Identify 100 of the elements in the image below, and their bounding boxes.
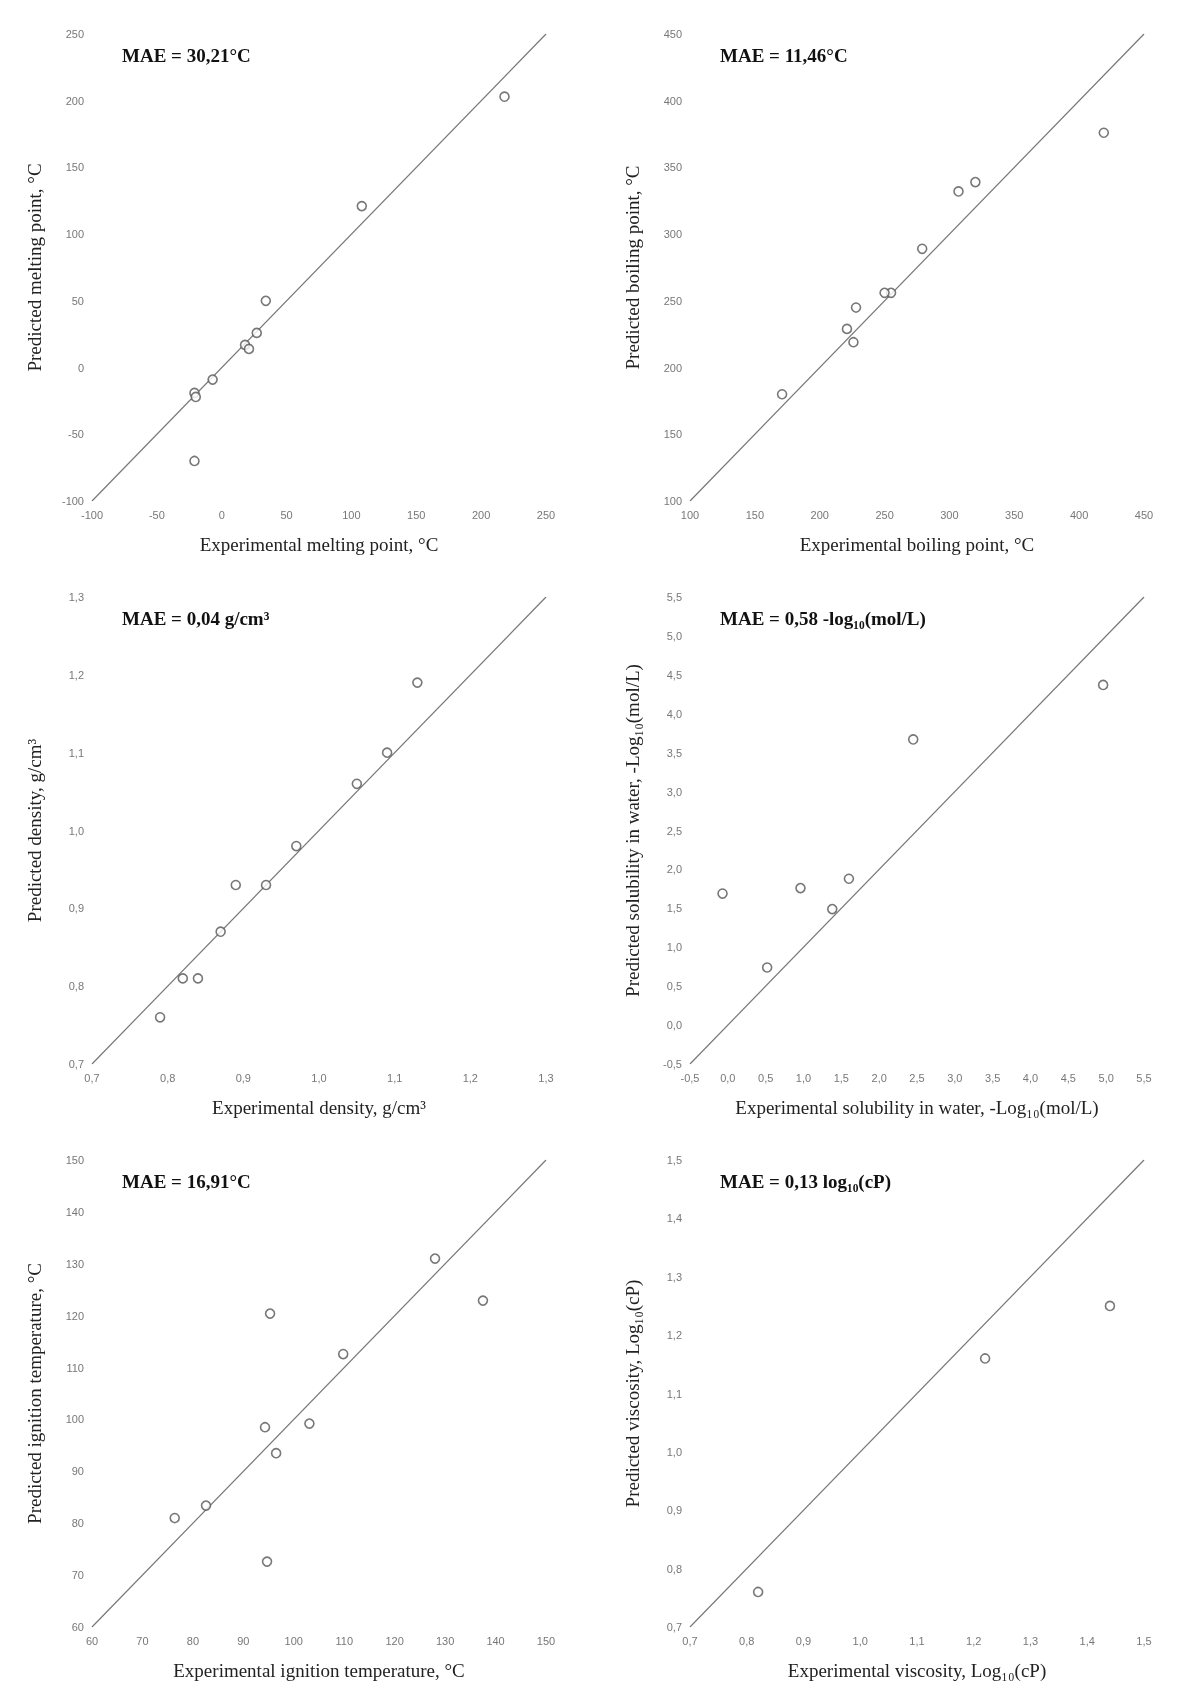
point — [251, 327, 263, 339]
point — [970, 176, 981, 188]
y-tick-label: 3,0 — [666, 785, 682, 798]
y-tick-label: 4,5 — [666, 668, 682, 681]
y-axis-title: Predicted solubility in water, -Log₁₀(mol/L) — [622, 664, 644, 997]
point — [200, 1500, 212, 1511]
point — [776, 388, 788, 400]
y-axis-title: Predicted boiling point, °C — [622, 165, 643, 370]
point — [192, 973, 204, 984]
point — [717, 888, 728, 899]
x-tick-label: 2,5 — [909, 1071, 925, 1084]
x-tick-label: 1,5 — [833, 1071, 849, 1084]
x-tick-label: 4,0 — [1022, 1071, 1039, 1084]
annotation: MAE = 30,21°C — [122, 45, 251, 66]
point — [412, 677, 423, 688]
y-tick-label: 1,3 — [68, 591, 84, 603]
y-tick-label: 2,0 — [666, 863, 682, 876]
point — [270, 1447, 282, 1459]
point — [1104, 1300, 1116, 1312]
y-tick-label: 250 — [65, 28, 84, 40]
point — [207, 374, 218, 385]
x-tick-label: 1,1 — [387, 1071, 403, 1084]
x-tick-label: 3,0 — [947, 1071, 963, 1084]
x-tick-label: 4,5 — [1060, 1071, 1076, 1084]
point — [190, 391, 202, 403]
point — [916, 243, 928, 255]
y-tick-label: 0,7 — [68, 1058, 84, 1070]
y-axis-title: Predicted ignition temperature, °C — [24, 1263, 45, 1524]
y-tick-label: -100 — [61, 495, 84, 507]
annotation: MAE = 16,91°C — [122, 1171, 251, 1192]
x-tick-label: 250 — [536, 508, 556, 521]
y-tick-label: 1,5 — [666, 1154, 682, 1166]
x-tick-label: 100 — [680, 508, 700, 521]
x-axis-title: Experimental melting point, °C — [199, 534, 439, 555]
point — [907, 734, 919, 745]
x-tick-label: -100 — [80, 508, 104, 521]
point — [177, 973, 189, 984]
y-tick-label: 150 — [65, 1154, 84, 1166]
y-tick-label: 60 — [71, 1621, 84, 1633]
y-tick-label: 1,0 — [68, 824, 84, 837]
y-tick-label: 100 — [65, 1413, 84, 1426]
y-tick-label: 150 — [65, 161, 84, 174]
y-tick-label: 1,1 — [68, 746, 84, 759]
x-axis-title: Experimental density, g/cm³ — [212, 1097, 427, 1118]
x-axis-title: Experimental viscosity, Log₁₀(cP) — [787, 1660, 1047, 1682]
point — [260, 879, 272, 891]
x-tick-label: 1,4 — [1079, 1634, 1095, 1647]
point — [850, 302, 862, 313]
annotation: MAE = 0,58 -log₁₀(mol/L) — [720, 608, 926, 630]
x-tick-label: 150 — [536, 1634, 556, 1647]
point — [351, 778, 363, 790]
x-tick-label: 1,3 — [1022, 1634, 1039, 1647]
y-tick-label: 350 — [663, 161, 682, 174]
y-tick-label: 400 — [663, 94, 682, 107]
point — [1098, 127, 1110, 139]
x-tick-label: 1,0 — [852, 1634, 868, 1647]
y-tick-label: 200 — [65, 94, 84, 107]
y-tick-label: 140 — [65, 1205, 84, 1218]
y-tick-label: 0,8 — [68, 980, 84, 993]
y-tick-label: 110 — [66, 1361, 84, 1374]
y-tick-label: 1,2 — [68, 668, 84, 681]
x-tick-label: 0,9 — [795, 1634, 812, 1647]
y-tick-label: 0,8 — [666, 1562, 682, 1575]
y-tick-label: 0,0 — [666, 1019, 682, 1032]
y-tick-label: 200 — [663, 361, 682, 374]
point — [230, 879, 242, 891]
point — [264, 1308, 276, 1319]
y-tick-label: 1,0 — [666, 941, 682, 954]
y-tick-label: 70 — [71, 1569, 84, 1582]
y-tick-label: 1,5 — [666, 902, 682, 915]
x-tick-label: 200 — [471, 508, 491, 521]
y-axis-title: Predicted melting point, °C — [24, 163, 45, 372]
y-tick-label: -0,5 — [663, 1058, 682, 1070]
y-tick-label: 1,1 — [666, 1387, 682, 1400]
x-tick-label: 450 — [1134, 508, 1154, 521]
x-axis-title: Experimental solubility in water, -Log₁₀(mol/L) — [735, 1097, 1099, 1119]
y-tick-label: 5,0 — [666, 629, 682, 642]
point — [841, 323, 853, 335]
point — [304, 1418, 315, 1429]
y-tick-label: 1,3 — [666, 1270, 682, 1283]
x-tick-label: 100 — [284, 1634, 303, 1647]
point — [260, 295, 272, 307]
y-tick-label: 90 — [71, 1465, 84, 1478]
y-tick-label: 450 — [663, 28, 682, 40]
x-tick-label: 400 — [1069, 508, 1089, 521]
y-axis-title: Predicted density, g/cm³ — [24, 738, 45, 923]
x-tick-label: 1,2 — [966, 1634, 982, 1647]
y-tick-label: 5,5 — [666, 591, 682, 603]
y-tick-label: 0,9 — [666, 1504, 682, 1517]
y-tick-label: 1,0 — [666, 1445, 682, 1458]
x-axis-title: Experimental ignition temperature, °C — [173, 1660, 465, 1681]
point — [154, 1012, 166, 1023]
x-tick-label: 3,5 — [985, 1071, 1001, 1084]
x-tick-label: -50 — [148, 508, 165, 521]
point — [761, 962, 773, 973]
point — [953, 186, 964, 197]
point — [752, 1586, 764, 1598]
y-tick-label: 1,2 — [666, 1329, 682, 1342]
y-tick-label: 3,5 — [666, 746, 682, 759]
point — [259, 1421, 271, 1433]
